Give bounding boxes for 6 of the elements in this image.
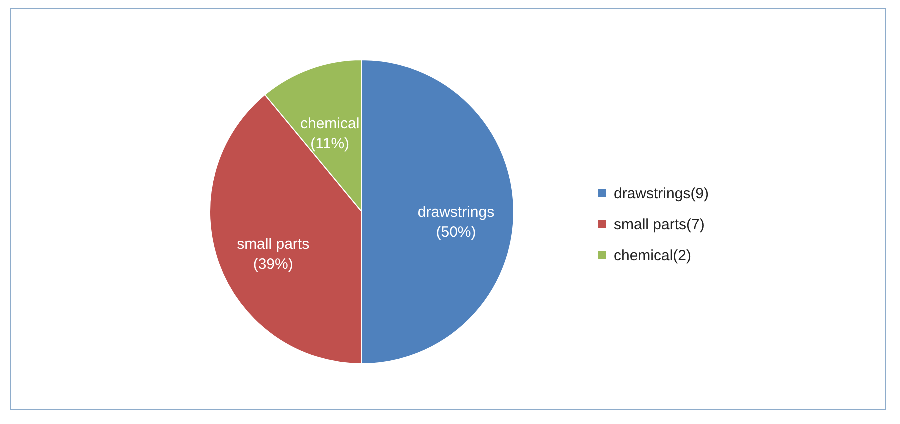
legend-label: chemical(2) [614,248,692,264]
data-label: chemical (11%) [300,115,360,152]
legend-label: small parts(7) [614,216,705,234]
data-label: small parts (39%) [237,236,310,273]
data-label: drawstrings (50%) [418,204,495,241]
legend-label: drawstrings(9) [614,186,710,202]
